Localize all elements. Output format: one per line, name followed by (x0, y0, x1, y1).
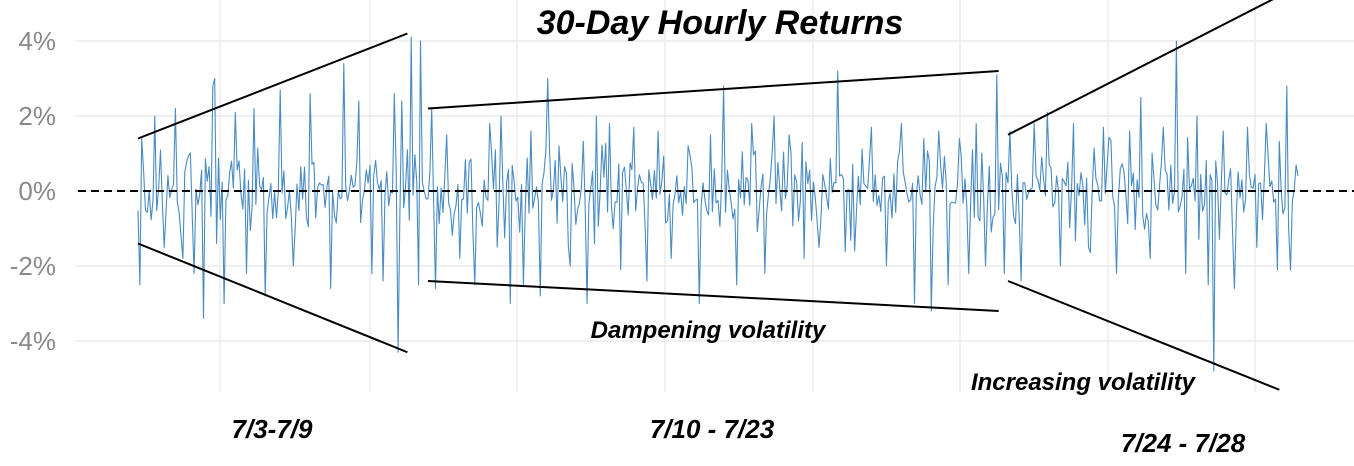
trend-line-period-1-lower (137, 242, 408, 354)
y-tick-label-5: -4% (10, 326, 56, 356)
y-tick-label-3: 0% (18, 176, 56, 206)
trend-line-period-3-upper (1007, 0, 1274, 136)
y-tick-label-4: -2% (10, 251, 56, 281)
annotation-dampening-volatility: Dampening volatility (591, 317, 827, 344)
trend-line-period-1-upper (137, 32, 408, 140)
y-tick-label-1: 4% (18, 26, 56, 56)
trend-line-period-3-lower (1007, 280, 1280, 391)
chart-title: 30-Day Hourly Returns (537, 4, 904, 42)
annotation-increasing-volatility: Increasing volatility (971, 369, 1197, 396)
period-label-7-24-7-28: 7/24 - 7/28 (1121, 428, 1246, 458)
period-label-7-10-7-23: 7/10 - 7/23 (650, 414, 775, 444)
period-label-7-3-7-9: 7/3-7/9 (232, 414, 313, 444)
trend-line-period-2-upper (427, 70, 999, 110)
y-tick-label-2: 2% (18, 101, 56, 131)
hourly-returns-series-line (137, 36, 1299, 372)
y-axis-tick-labels: 4% 2% 0% -2% -4% (10, 26, 56, 356)
volatility-trend-lines (137, 0, 1280, 391)
trend-line-period-2-lower (427, 280, 999, 312)
